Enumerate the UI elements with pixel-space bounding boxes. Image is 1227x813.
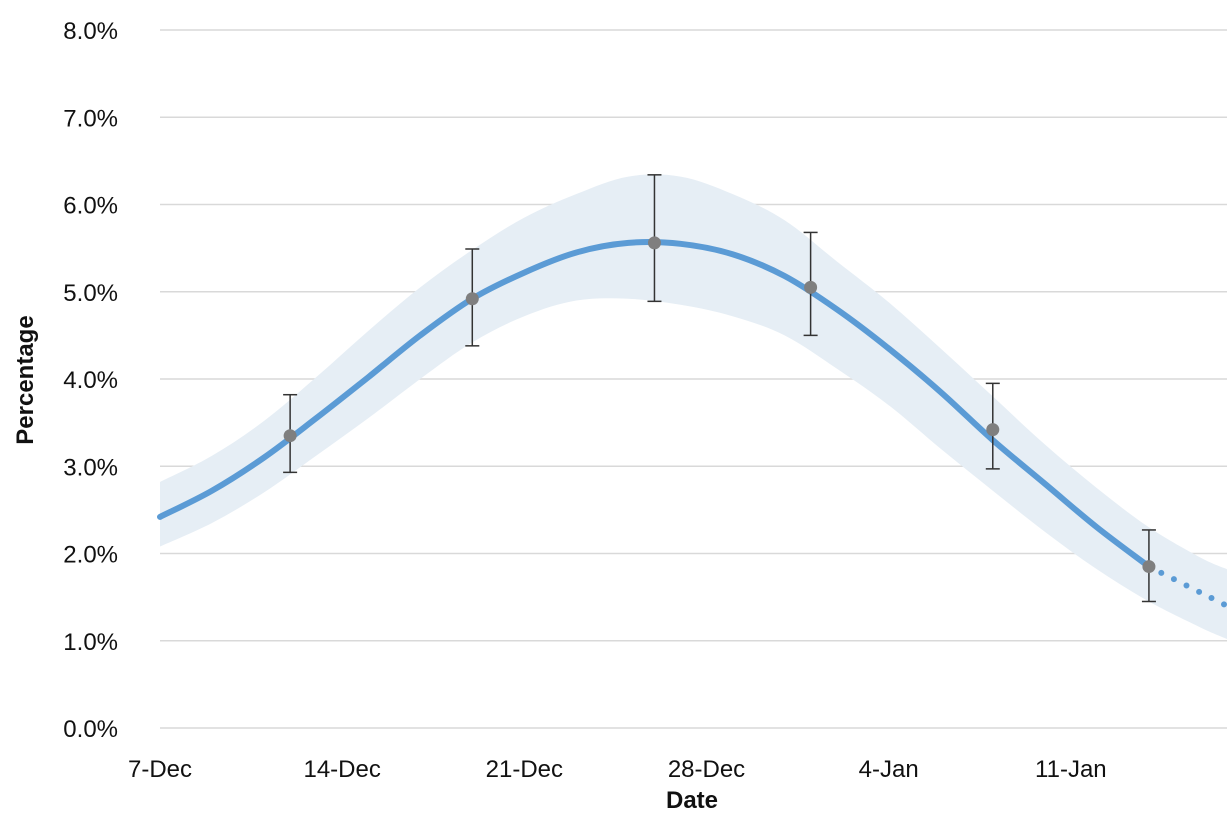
series-line-projection [1145,563,1227,609]
y-tick-label: 0.0% [63,716,118,743]
observed-point [804,280,818,294]
x-tick-label: 14-Dec [303,756,380,783]
y-tick-label: 4.0% [63,367,118,394]
observed-point [283,429,297,443]
y-tick-label: 7.0% [63,105,118,132]
x-tick-label: 11-Jan [1035,756,1107,783]
x-axis-title: Date [666,787,718,813]
y-tick-label: 1.0% [63,629,118,656]
observed-point [1142,560,1156,574]
confidence-band [160,174,1227,640]
y-tick-label: 6.0% [63,193,118,220]
y-tick-label: 3.0% [63,454,118,481]
observed-point [986,423,1000,437]
observed-points [283,236,1156,574]
observed-point [647,236,661,250]
y-tick-label: 8.0% [63,18,118,45]
x-tick-label: 28-Dec [668,756,745,783]
y-axis-ticks: 0.0% 1.0% 2.0% 3.0% 4.0% 5.0% 6.0% 7.0% 8.0% [63,18,118,743]
y-tick-label: 5.0% [63,280,118,307]
confidence-band-area [160,174,1227,640]
y-tick-label: 2.0% [63,542,118,569]
observed-point [465,292,479,306]
x-tick-label: 21-Dec [486,756,563,783]
x-axis-ticks: 7-Dec 14-Dec 21-Dec 28-Dec 4-Jan 11-Jan [128,756,1107,783]
x-tick-label: 4-Jan [859,756,919,783]
x-tick-label: 7-Dec [128,756,192,783]
y-axis-title: Percentage [12,315,39,444]
